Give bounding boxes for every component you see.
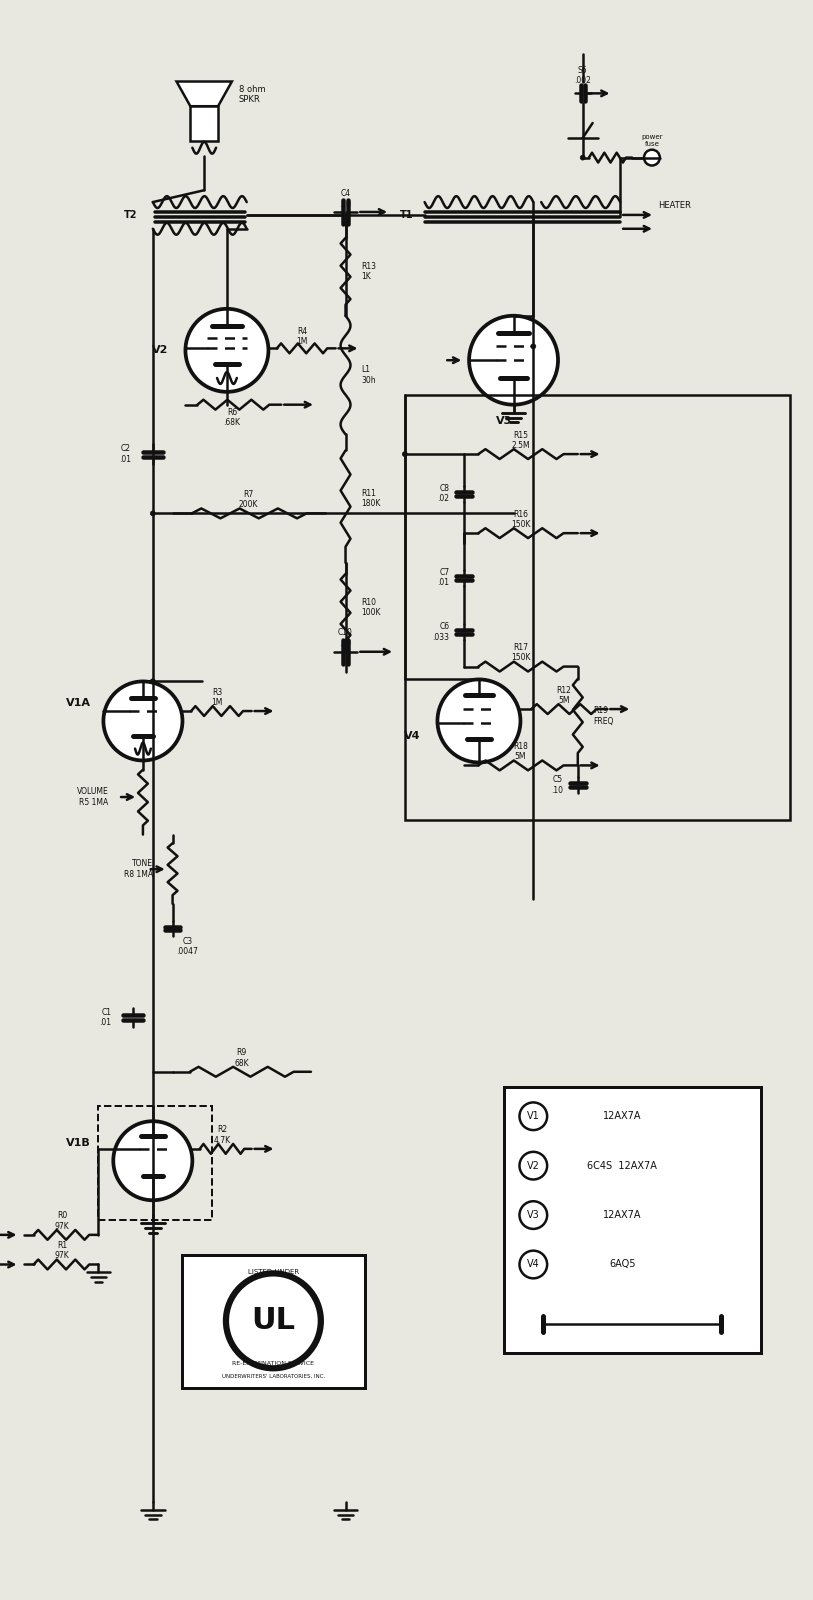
Text: V1B: V1B bbox=[67, 1138, 91, 1147]
Circle shape bbox=[580, 155, 585, 160]
Text: C1
.01: C1 .01 bbox=[99, 1008, 111, 1027]
Text: TONE
R8 1MA: TONE R8 1MA bbox=[124, 859, 153, 878]
Circle shape bbox=[402, 451, 407, 456]
Text: 6AQ5: 6AQ5 bbox=[609, 1259, 636, 1269]
Text: V3: V3 bbox=[496, 416, 512, 427]
Text: T2: T2 bbox=[124, 210, 138, 219]
Text: RE-EXAMINATION SERVICE: RE-EXAMINATION SERVICE bbox=[233, 1362, 315, 1366]
Circle shape bbox=[531, 344, 536, 349]
Text: V1A: V1A bbox=[66, 698, 91, 709]
Bar bbox=[190, 106, 218, 141]
Text: R11
180K: R11 180K bbox=[361, 490, 380, 509]
Text: S6
.002: S6 .002 bbox=[574, 66, 591, 85]
Text: V2: V2 bbox=[151, 346, 168, 355]
Text: R1
97K: R1 97K bbox=[54, 1242, 69, 1261]
Text: R7
200K: R7 200K bbox=[239, 490, 259, 509]
Circle shape bbox=[644, 150, 660, 165]
Bar bbox=[504, 1086, 761, 1354]
Text: R9
68K: R9 68K bbox=[234, 1048, 249, 1067]
Text: R17
150K: R17 150K bbox=[511, 643, 530, 662]
Bar bbox=[182, 1254, 365, 1389]
Text: R0
97K: R0 97K bbox=[54, 1211, 69, 1230]
Text: VOLUME
R5 1MA: VOLUME R5 1MA bbox=[76, 787, 108, 806]
Text: 6C4S  12AX7A: 6C4S 12AX7A bbox=[587, 1160, 657, 1171]
Text: C8
.02: C8 .02 bbox=[437, 483, 450, 504]
Circle shape bbox=[469, 315, 558, 405]
Text: T1: T1 bbox=[400, 210, 414, 219]
Text: UL: UL bbox=[251, 1306, 295, 1336]
Circle shape bbox=[437, 680, 520, 763]
Text: R19
FREQ: R19 FREQ bbox=[593, 706, 614, 726]
Text: LISTED UNDER: LISTED UNDER bbox=[248, 1269, 299, 1275]
Circle shape bbox=[103, 682, 182, 760]
Bar bbox=[98, 1106, 212, 1221]
Text: V4: V4 bbox=[403, 731, 420, 741]
Bar bbox=[405, 395, 790, 819]
Text: R3
1M: R3 1M bbox=[211, 688, 223, 707]
Circle shape bbox=[520, 1202, 547, 1229]
Circle shape bbox=[520, 1102, 547, 1130]
Circle shape bbox=[520, 1152, 547, 1179]
Text: V4: V4 bbox=[527, 1259, 540, 1269]
Text: C2
.01: C2 .01 bbox=[119, 445, 131, 464]
Text: V3: V3 bbox=[527, 1210, 540, 1221]
Circle shape bbox=[150, 678, 155, 683]
Text: C4
.10: C4 .10 bbox=[340, 189, 351, 210]
Text: C3
.0047: C3 .0047 bbox=[176, 936, 198, 955]
Circle shape bbox=[185, 309, 268, 392]
Text: R18
5M: R18 5M bbox=[513, 742, 528, 762]
Text: L1
30h: L1 30h bbox=[361, 365, 376, 384]
Circle shape bbox=[226, 1274, 321, 1368]
Text: V1: V1 bbox=[527, 1112, 540, 1122]
Text: R4
1M: R4 1M bbox=[297, 326, 308, 346]
Text: R2
4.7K: R2 4.7K bbox=[214, 1125, 231, 1144]
Text: C6
.033: C6 .033 bbox=[433, 622, 450, 642]
Text: R6
.68K: R6 .68K bbox=[224, 408, 241, 427]
Circle shape bbox=[520, 1251, 547, 1278]
Text: HEATER: HEATER bbox=[658, 200, 691, 210]
Text: UNDERWRITERS' LABORATORIES, INC.: UNDERWRITERS' LABORATORIES, INC. bbox=[222, 1374, 325, 1379]
Text: 12AX7A: 12AX7A bbox=[603, 1210, 641, 1221]
Text: 12AX7A: 12AX7A bbox=[603, 1112, 641, 1122]
Circle shape bbox=[150, 510, 155, 515]
Text: R16
150K: R16 150K bbox=[511, 510, 530, 530]
Text: power
fuse: power fuse bbox=[641, 134, 663, 147]
Text: C7
.01: C7 .01 bbox=[437, 568, 450, 587]
Text: R15
2.5M: R15 2.5M bbox=[511, 430, 530, 450]
Text: R12
5M: R12 5M bbox=[557, 685, 572, 706]
Circle shape bbox=[113, 1122, 193, 1200]
Text: C10
.10: C10 .10 bbox=[338, 629, 353, 648]
Text: V2: V2 bbox=[527, 1160, 540, 1171]
Circle shape bbox=[150, 678, 155, 683]
Polygon shape bbox=[176, 82, 232, 106]
Text: R13
1K: R13 1K bbox=[361, 261, 376, 282]
Text: 8 ohm
SPKR: 8 ohm SPKR bbox=[239, 85, 265, 104]
Text: R10
100K: R10 100K bbox=[361, 597, 380, 618]
Text: C5
.10: C5 .10 bbox=[551, 776, 563, 795]
